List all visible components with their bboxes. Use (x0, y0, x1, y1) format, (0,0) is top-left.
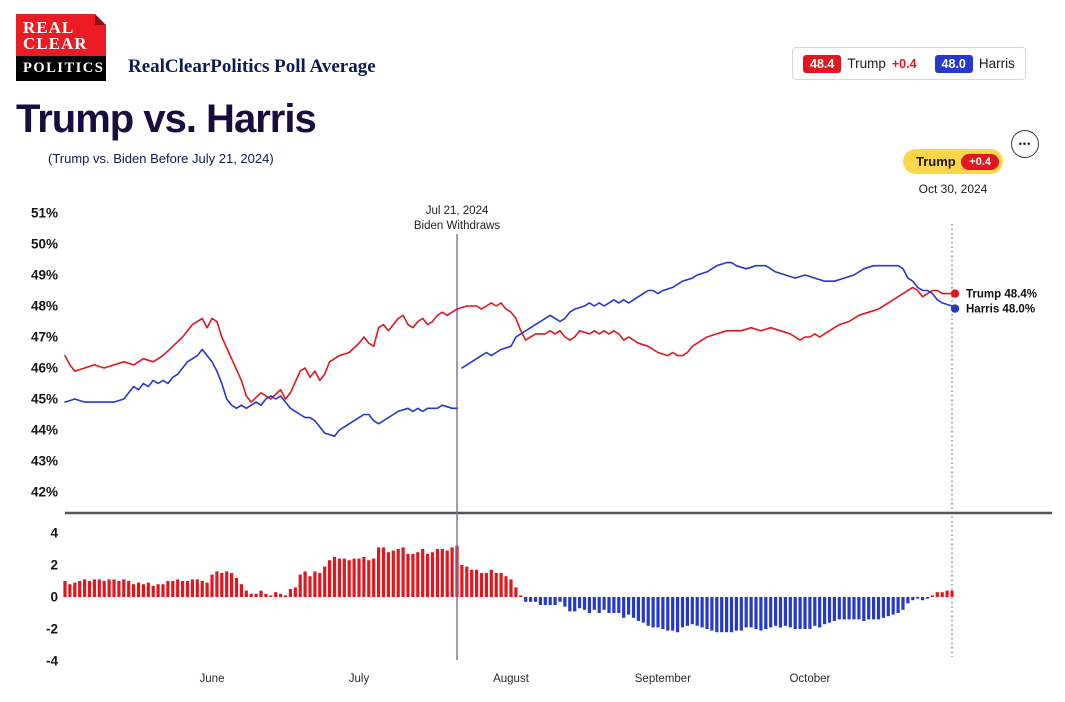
svg-text:47%: 47% (31, 330, 58, 345)
main-y-axis-labels: 51% 50% 49% 48% 47% 46% 45% 44% 43% 42% (31, 206, 58, 500)
score-legend: 48.4 Trump +0.4 48.0 Harris (792, 47, 1026, 80)
svg-text:-2: -2 (46, 622, 58, 637)
leader-pill-margin: +0.4 (961, 153, 999, 170)
trump-end-label: Trump 48.4% (966, 289, 1037, 301)
svg-text:August: August (493, 673, 530, 685)
harris-line (64, 348, 458, 438)
harris-end-dot (950, 304, 960, 313)
trump-line (64, 286, 953, 403)
x-axis-month-labels: June July August September October (200, 673, 831, 685)
svg-text:0: 0 (50, 590, 58, 605)
ellipsis-icon: ••• (1018, 139, 1032, 149)
logo-line-clear: CLEAR (23, 34, 88, 53)
svg-text:-4: -4 (46, 654, 58, 669)
leader-pill-name: Trump (916, 154, 956, 169)
svg-text:50%: 50% (31, 237, 58, 252)
svg-text:51%: 51% (31, 206, 58, 221)
biden-withdraws-label: Jul 21, 2024 Biden Withdraws (414, 205, 501, 232)
svg-text:46%: 46% (31, 361, 58, 376)
harris-end-label: Harris 48.0% (966, 304, 1035, 316)
svg-text:Biden Withdraws: Biden Withdraws (414, 220, 501, 232)
more-options-button[interactable]: ••• (1011, 130, 1039, 158)
spread-bars (63, 545, 954, 633)
svg-text:48%: 48% (31, 299, 58, 314)
rcp-logo-red-block: REAL CLEAR (16, 14, 106, 56)
svg-text:44%: 44% (31, 423, 58, 438)
page-title: Trump vs. Harris (16, 97, 317, 141)
svg-text:June: June (200, 673, 225, 685)
harris-score-badge: 48.0 (934, 54, 973, 73)
harris-line (461, 261, 953, 369)
svg-text:43%: 43% (31, 454, 58, 469)
logo-line-real: REAL (23, 18, 75, 37)
svg-text:October: October (789, 673, 830, 685)
svg-text:49%: 49% (31, 268, 58, 283)
leader-pill: Trump +0.4 (903, 149, 1003, 174)
page-subtitle: (Trump vs. Biden Before July 21, 2024) (48, 151, 274, 166)
rcp-logo[interactable]: REAL CLEAR POLITICS (16, 14, 106, 81)
spread-y-axis-labels: 4 2 0 -2 -4 (46, 526, 59, 669)
trump-legend-label: Trump (847, 56, 886, 71)
svg-text:4: 4 (50, 526, 58, 541)
trump-score-badge: 48.4 (803, 54, 842, 73)
trump-change-value: +0.4 (891, 56, 917, 71)
svg-text:42%: 42% (31, 485, 58, 500)
trump-end-dot (950, 289, 960, 298)
svg-text:Jul 21, 2024: Jul 21, 2024 (426, 205, 489, 217)
svg-text:July: July (349, 673, 370, 685)
svg-text:September: September (635, 673, 691, 685)
svg-text:2: 2 (50, 558, 58, 573)
logo-line-politics: POLITICS (16, 56, 106, 81)
svg-text:45%: 45% (31, 392, 58, 407)
harris-legend-label: Harris (978, 56, 1015, 71)
as-of-date: Oct 30, 2024 (918, 182, 988, 196)
poll-average-heading: RealClearPolitics Poll Average (128, 56, 376, 77)
